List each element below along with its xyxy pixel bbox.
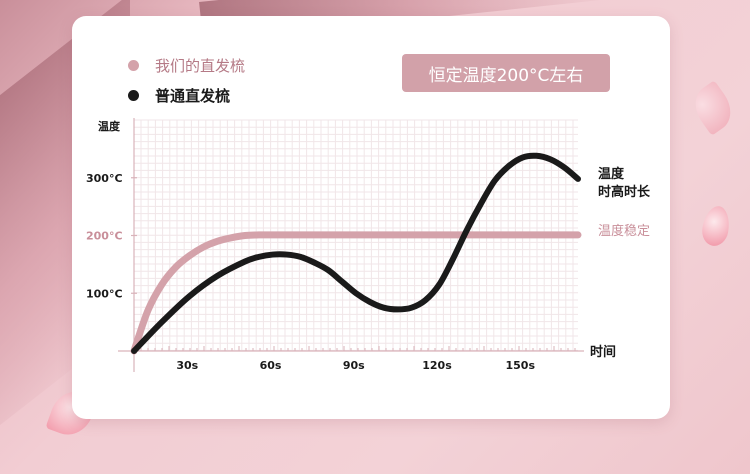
constant-temperature-badge: 恒定温度200°C左右	[402, 54, 610, 92]
legend-label-ours: 我们的直发梳	[155, 56, 246, 75]
legend-label-normal: 普通直发梳	[155, 86, 231, 105]
legend-dot-icon	[128, 59, 139, 71]
series-line-normal	[131, 152, 581, 354]
legend-item-ours: 我们的直发梳	[128, 50, 245, 80]
x-tick-label: 120s	[422, 359, 452, 372]
legend-item-normal: 普通直发梳	[128, 80, 245, 110]
annotation-stable: 温度稳定	[598, 223, 650, 239]
y-tick-label: 100°C	[86, 287, 123, 300]
annotation-unstable: 温度	[598, 166, 625, 182]
y-axis-label: 温度	[98, 119, 121, 133]
x-tick-label: 30s	[176, 359, 198, 372]
annotation-unstable: 时高时长	[598, 184, 651, 200]
y-tick-label: 200°C	[86, 230, 123, 243]
legend: 我们的直发梳 普通直发梳	[128, 50, 245, 110]
x-tick-label: 90s	[343, 359, 365, 372]
y-tick-label: 300°C	[86, 172, 123, 185]
x-axis-label: 时间	[590, 344, 616, 360]
series-line-ours	[130, 231, 582, 355]
legend-dot-icon	[128, 89, 139, 101]
x-tick-label: 60s	[260, 359, 282, 372]
x-tick-label: 150s	[505, 359, 535, 372]
